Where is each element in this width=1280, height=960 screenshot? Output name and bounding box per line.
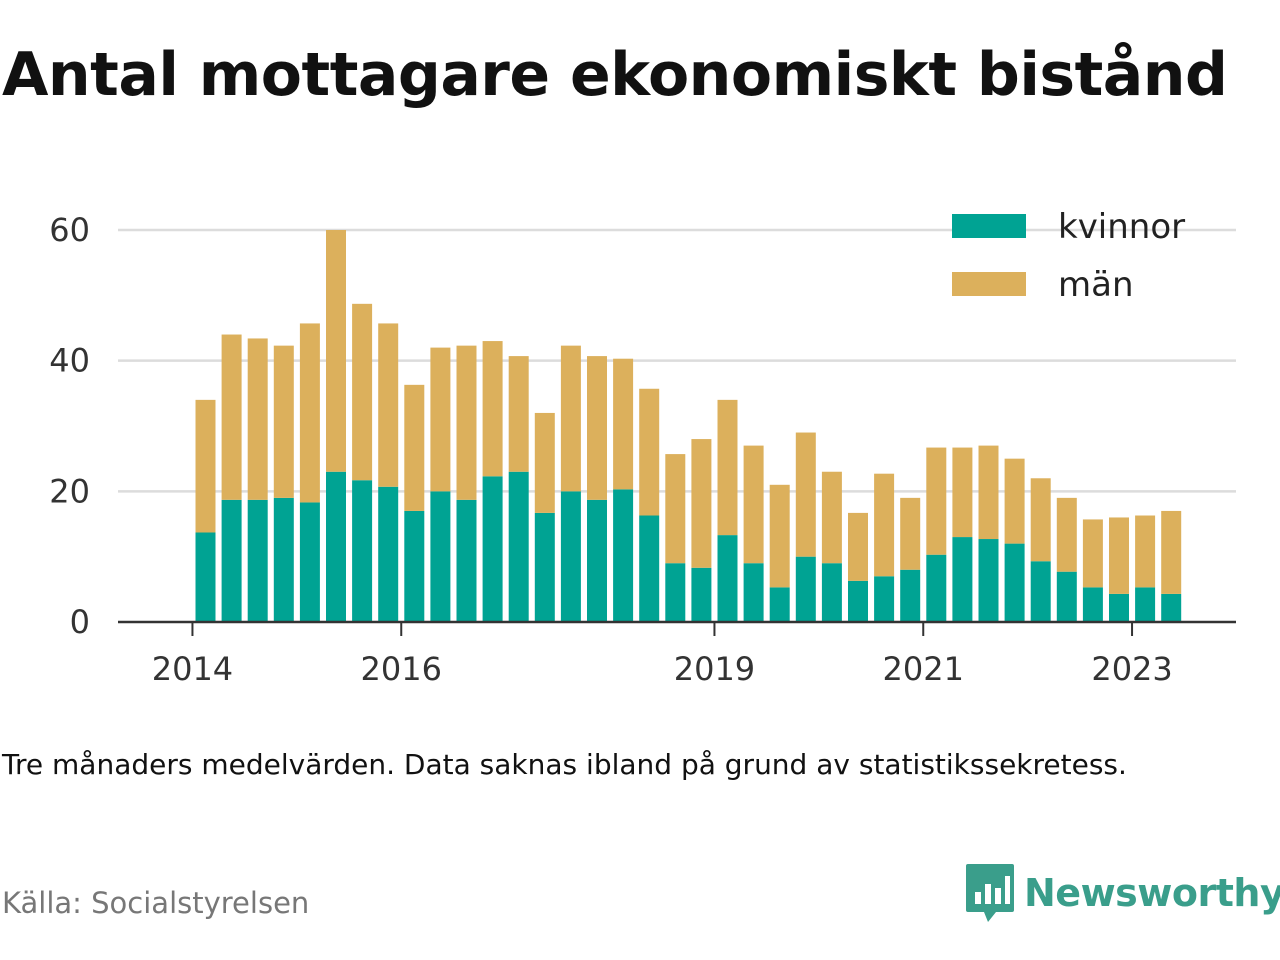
- bar-man: [769, 484, 790, 588]
- x-tick-label: 2014: [152, 650, 233, 688]
- bar-kvinnor: [326, 471, 346, 622]
- bar-man: [508, 356, 529, 472]
- bar-kvinnor: [1030, 561, 1051, 622]
- brand-name: Newsworthy: [1024, 871, 1280, 915]
- bar-man: [691, 439, 712, 568]
- bar-kvinnor: [378, 486, 399, 622]
- bar-man: [247, 338, 268, 500]
- x-tick-label: 2016: [361, 650, 442, 688]
- bar-man: [456, 345, 477, 500]
- bar-kvinnor: [717, 535, 738, 622]
- source-label: Källa: Socialstyrelsen: [2, 886, 310, 920]
- legend-swatch: [952, 272, 1026, 296]
- bar-man: [587, 356, 607, 500]
- bar-man: [273, 345, 294, 498]
- bar-kvinnor: [456, 499, 477, 622]
- bar-kvinnor: [613, 489, 634, 622]
- bar-man: [874, 473, 895, 577]
- bar-kvinnor: [247, 499, 268, 622]
- bar-kvinnor: [560, 491, 581, 622]
- bar-man: [821, 471, 842, 564]
- bar-man: [1056, 497, 1077, 572]
- bar-man: [299, 323, 320, 503]
- bar-man: [900, 497, 921, 570]
- bar-kvinnor: [1135, 587, 1156, 622]
- bar-man: [430, 347, 451, 492]
- bar-man: [613, 358, 634, 490]
- bar-man: [221, 334, 242, 500]
- bar-kvinnor: [639, 515, 660, 622]
- x-tick-label: 2023: [1091, 650, 1172, 688]
- bar-kvinnor: [1161, 593, 1182, 622]
- bar-kvinnor: [534, 512, 555, 622]
- bar-man: [952, 447, 973, 538]
- legend: kvinnor män: [952, 207, 1185, 305]
- bar-man: [1109, 517, 1129, 594]
- bar-kvinnor: [221, 499, 242, 622]
- bar-kvinnor: [978, 539, 999, 622]
- bar-kvinnor: [691, 567, 712, 622]
- bar-man: [1004, 458, 1025, 544]
- bar-kvinnor: [795, 556, 816, 622]
- bar-man: [404, 384, 425, 511]
- bar-kvinnor: [900, 569, 921, 622]
- legend-label: kvinnor: [1058, 207, 1185, 247]
- stacked-bar-chart: 0 20 40 60 2014 2016 2019 2021 2023 kvinnor män: [49, 207, 1236, 688]
- x-tick-label: 2019: [674, 650, 755, 688]
- bar-man: [848, 512, 868, 581]
- y-tick-label: 40: [49, 342, 90, 380]
- bar-man: [1030, 478, 1051, 562]
- bar-kvinnor: [874, 576, 895, 622]
- bars: [195, 230, 1182, 622]
- brand-logo[interactable]: Newsworthy: [964, 862, 1280, 924]
- bar-man: [1082, 519, 1103, 588]
- bar-kvinnor: [1056, 571, 1077, 622]
- bar-kvinnor: [848, 580, 868, 622]
- bar-man: [1161, 510, 1182, 594]
- axes: 0 20 40 60 2014 2016 2019 2021 2023: [49, 211, 1236, 688]
- y-tick-label: 0: [70, 603, 90, 641]
- legend-label: män: [1058, 265, 1134, 305]
- chart-title: Antal mottagare ekonomiskt bistånd: [2, 40, 1228, 110]
- bar-kvinnor: [352, 480, 373, 622]
- bar-man: [326, 230, 346, 472]
- bar-kvinnor: [430, 491, 451, 622]
- bar-kvinnor: [926, 554, 947, 622]
- bar-man: [352, 303, 373, 481]
- bar-kvinnor: [743, 563, 764, 622]
- bar-man: [978, 445, 999, 540]
- bar-man: [665, 454, 686, 564]
- y-tick-label: 20: [49, 472, 90, 510]
- bar-chart-speech-bubble-icon: [966, 864, 1014, 922]
- bar-man: [743, 445, 764, 564]
- bar-man: [534, 412, 555, 513]
- bar-kvinnor: [769, 587, 790, 622]
- bar-kvinnor: [587, 499, 607, 622]
- bar-kvinnor: [952, 537, 973, 622]
- chart-note: Tre månaders medelvärden. Data saknas ib…: [2, 748, 1127, 781]
- bar-kvinnor: [1082, 587, 1103, 622]
- bar-kvinnor: [299, 502, 320, 622]
- bar-man: [639, 388, 660, 516]
- bar-man: [926, 447, 947, 555]
- bar-kvinnor: [508, 471, 529, 622]
- bar-kvinnor: [404, 510, 425, 622]
- legend-swatch: [952, 214, 1026, 238]
- bar-man: [560, 345, 581, 492]
- bar-kvinnor: [273, 497, 294, 622]
- x-tick-label: 2021: [883, 650, 964, 688]
- bar-kvinnor: [821, 563, 842, 622]
- bar-man: [195, 399, 216, 533]
- bar-man: [378, 323, 399, 487]
- bar-man: [482, 341, 503, 477]
- bar-kvinnor: [482, 476, 503, 622]
- bar-kvinnor: [1004, 543, 1025, 622]
- bar-man: [1135, 515, 1156, 588]
- y-tick-label: 60: [49, 211, 90, 249]
- bar-kvinnor: [665, 563, 686, 622]
- bar-man: [717, 399, 738, 536]
- bar-man: [795, 432, 816, 557]
- bar-kvinnor: [1109, 593, 1129, 622]
- bar-kvinnor: [195, 532, 216, 622]
